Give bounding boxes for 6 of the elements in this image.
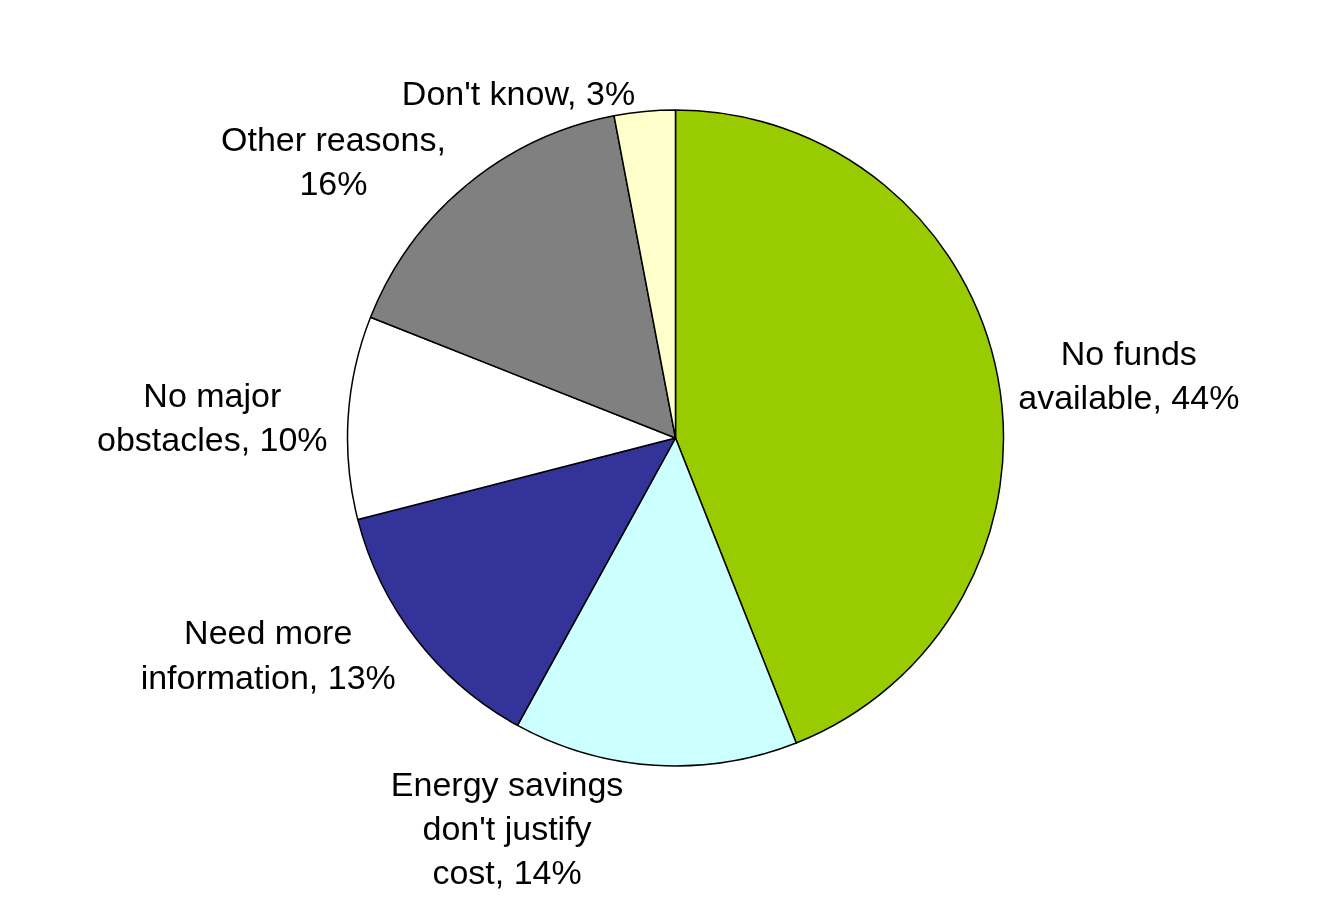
slice-label: Need more information, 13% [140,613,396,696]
slice-label: No funds available, 44% [1018,334,1240,417]
slice-label: Other reasons, 16% [220,119,446,202]
slice-label: No major obstacles, 10% [97,376,328,459]
slice-label: Energy savings don't justify cost, 14% [390,765,624,892]
slice-label: Don't know, 3% [401,73,636,112]
